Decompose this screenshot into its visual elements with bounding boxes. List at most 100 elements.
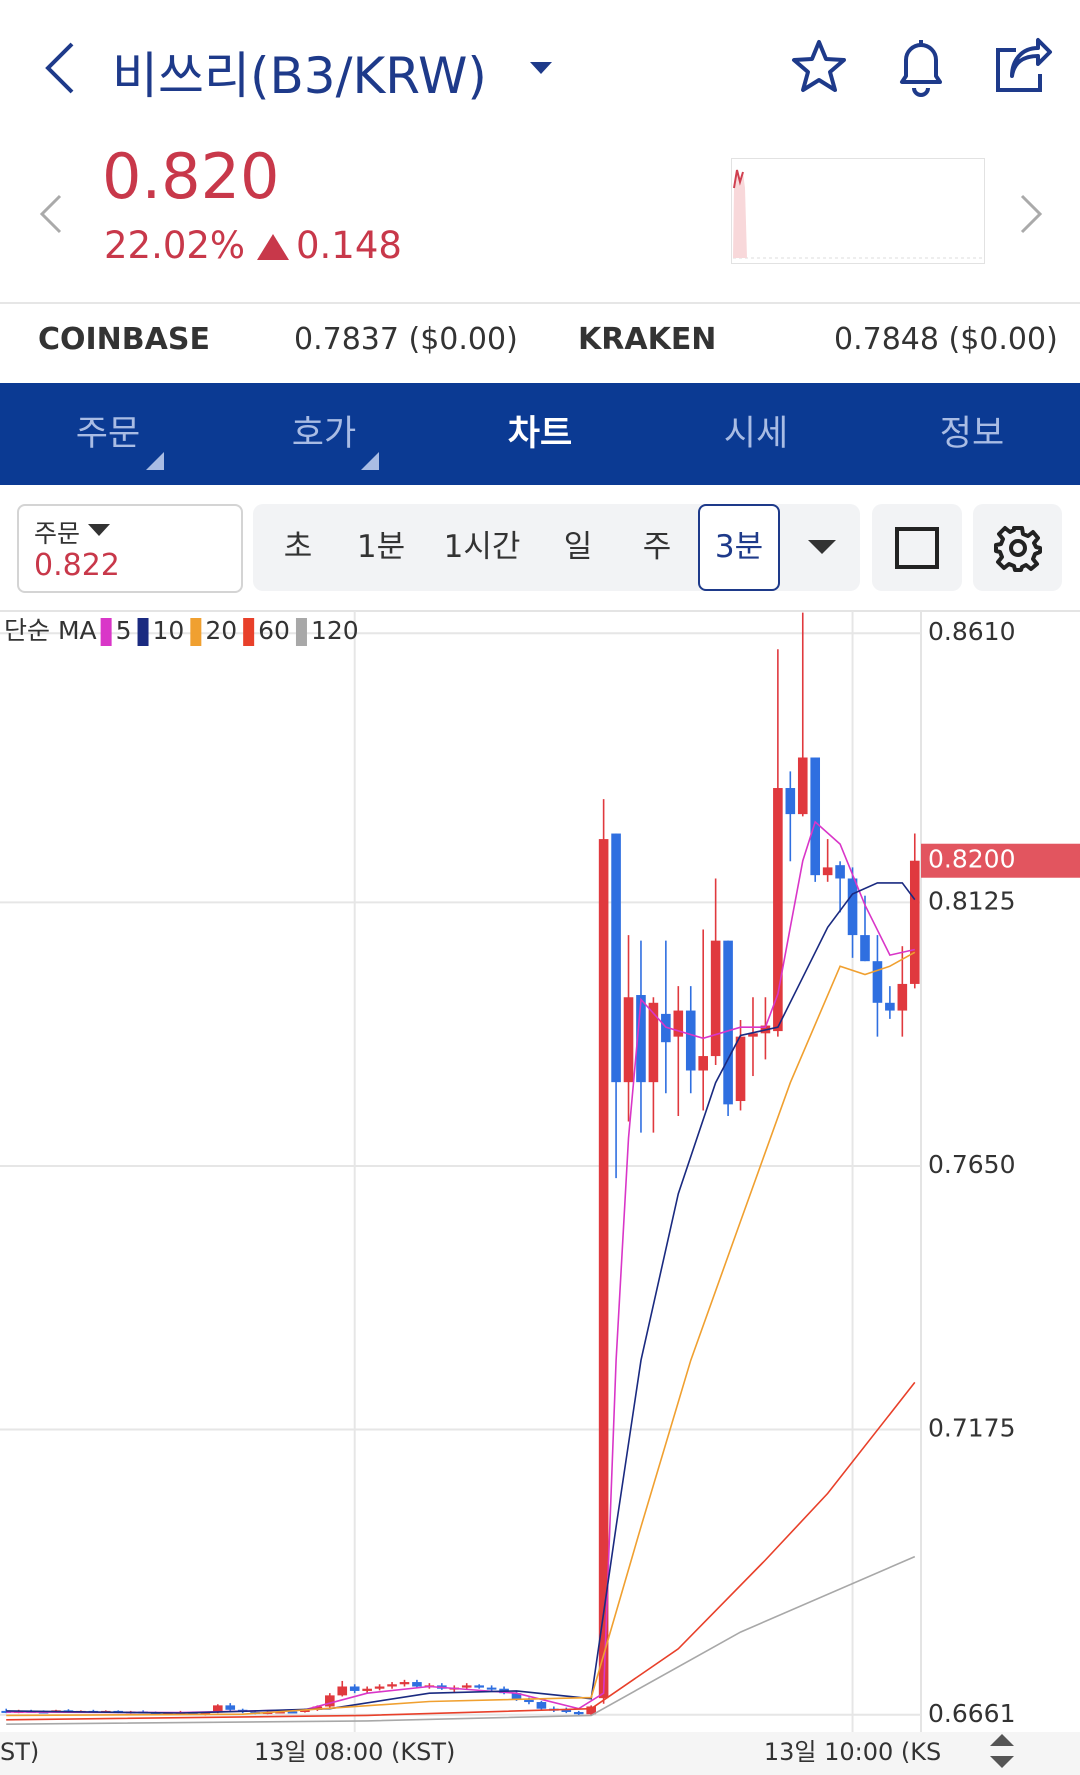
candle-body	[909, 860, 920, 984]
back-button[interactable]	[40, 38, 80, 98]
interval-button[interactable]: 1분	[356, 529, 406, 565]
tab[interactable]: 주문	[75, 414, 141, 454]
legend-swatch	[100, 618, 112, 646]
y-tick-label: 0.8610	[928, 617, 1015, 646]
candle-body	[312, 1706, 323, 1710]
tab[interactable]: 호가	[291, 414, 357, 454]
divider	[0, 302, 1080, 304]
candle-body	[200, 1712, 211, 1715]
interval-button[interactable]: 1시간	[443, 529, 521, 565]
order-box[interactable]	[17, 504, 243, 593]
legend-swatch	[190, 618, 202, 646]
legend-title: 단순 MA	[4, 616, 97, 645]
page-title[interactable]: 비쓰리(B3/KRW)	[112, 47, 487, 105]
ma-line	[6, 1381, 916, 1721]
interval-selected[interactable]: 3분	[698, 504, 780, 591]
candle-body	[536, 1702, 547, 1709]
candle-body	[835, 865, 845, 879]
x-tick-label: 13일 10:00 (KS	[764, 1738, 941, 1766]
tab[interactable]: 정보	[939, 414, 1005, 454]
candle-body	[399, 1682, 410, 1685]
legend-label: 10	[153, 616, 185, 645]
candle-body	[275, 1711, 285, 1714]
ma-line	[6, 882, 916, 1714]
candle-body	[885, 1002, 895, 1011]
prev-coin[interactable]	[38, 192, 64, 236]
y-tick-label: 0.6661	[928, 1699, 1015, 1728]
candle-body	[897, 983, 908, 1011]
candle-body	[847, 878, 858, 936]
interval-button[interactable]: 주	[642, 529, 672, 565]
candle-body	[225, 1705, 236, 1710]
interval-button[interactable]: 일	[563, 529, 593, 565]
candle-body	[723, 940, 733, 1105]
ma-line	[6, 820, 915, 1714]
layout-icon	[895, 527, 939, 569]
mini-chart	[731, 158, 985, 264]
interval-button[interactable]: 초	[283, 529, 313, 565]
legend-label: 20	[205, 616, 237, 645]
candle-body	[511, 1693, 522, 1700]
x-tick-label: ST)	[0, 1738, 39, 1766]
candle-body	[773, 788, 783, 1032]
candle-body	[710, 940, 721, 1057]
alarm-button[interactable]	[892, 36, 950, 98]
change-percent: 22.02%	[104, 224, 246, 267]
candle-body	[573, 1712, 584, 1715]
y-tick-label: 0.7175	[928, 1414, 1015, 1443]
candle-body	[300, 1709, 310, 1713]
exchange-price: 0.7837 ($0.00)	[294, 322, 518, 357]
candle-body	[486, 1687, 497, 1690]
title-dropdown[interactable]	[530, 60, 554, 76]
candle-body	[387, 1684, 397, 1687]
candle-body	[611, 833, 621, 1083]
axis-scale-toggle	[990, 1734, 1014, 1768]
order-label: 주문	[34, 519, 81, 548]
legend-swatch	[137, 618, 149, 646]
ma-line	[6, 951, 916, 1717]
candle-body	[810, 757, 821, 876]
y-tick-label: 0.7650	[928, 1150, 1015, 1179]
candle-body	[362, 1688, 372, 1691]
candle-body	[648, 1002, 659, 1083]
legend-label: 5	[116, 616, 132, 645]
x-axis-band	[0, 1732, 1080, 1775]
candle-body	[685, 1010, 696, 1071]
change-amount: 0.148	[296, 224, 402, 267]
order-dropdown	[88, 524, 110, 536]
candle-body	[797, 757, 808, 815]
tab-active[interactable]: 차트	[507, 414, 573, 454]
candle-body	[748, 1033, 758, 1037]
legend-swatch	[295, 618, 307, 646]
candle-body	[661, 1013, 671, 1043]
candle-body	[636, 995, 646, 1083]
candle-body	[623, 997, 634, 1083]
legend-label: 120	[311, 616, 359, 645]
legend-swatch	[243, 618, 255, 646]
interval-dropdown[interactable]	[808, 540, 836, 556]
exchange-name: KRAKEN	[578, 322, 717, 357]
last-price-tag	[921, 843, 1080, 878]
candle-body	[586, 1706, 596, 1715]
exchange-price: 0.7848 ($0.00)	[834, 322, 1058, 357]
candle-body	[872, 961, 883, 1003]
settings-icon	[994, 526, 1042, 572]
candle-body	[524, 1699, 534, 1703]
candle-body	[785, 788, 796, 815]
candle-body	[598, 839, 609, 1699]
candle-body	[561, 1709, 572, 1713]
settings-button[interactable]	[973, 504, 1062, 591]
candle-body	[349, 1686, 360, 1691]
candle-body	[374, 1686, 385, 1689]
share-button[interactable]	[992, 36, 1054, 96]
candle-body	[698, 1056, 708, 1071]
tab[interactable]: 시세	[723, 414, 789, 454]
last-price-label: 0.8200	[928, 845, 1015, 874]
layout-button[interactable]	[872, 504, 962, 591]
candle-body	[461, 1685, 472, 1688]
favorite-button[interactable]	[790, 38, 848, 96]
next-coin[interactable]	[1018, 192, 1044, 236]
